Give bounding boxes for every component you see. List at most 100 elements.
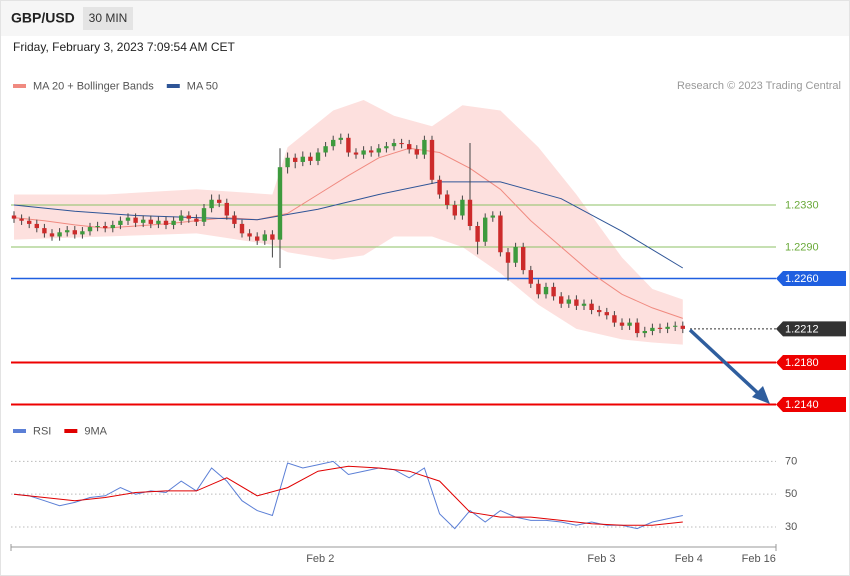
candle-body xyxy=(559,296,564,304)
candle-body xyxy=(186,215,191,219)
candle-body xyxy=(308,156,313,161)
candle-body xyxy=(103,226,108,229)
candle-body xyxy=(315,152,321,161)
candle-body xyxy=(536,283,541,295)
candle-body xyxy=(34,223,39,229)
candle-body xyxy=(437,179,442,195)
price-label: 1.2330 xyxy=(785,199,819,211)
candle-body xyxy=(483,217,488,242)
candle-body xyxy=(262,234,267,241)
legend-swatch xyxy=(13,429,26,433)
candle-body xyxy=(42,228,47,234)
candle-body xyxy=(27,220,32,224)
interval-badge[interactable] xyxy=(83,7,133,30)
candle-body xyxy=(277,167,283,240)
candle-body xyxy=(171,220,176,225)
candle-body xyxy=(399,143,404,145)
candle-body xyxy=(323,146,328,153)
candle-body xyxy=(429,139,435,180)
legend-label: 9MA xyxy=(84,425,107,437)
price-badge xyxy=(776,271,846,286)
candle-body xyxy=(300,156,305,162)
candle-body xyxy=(293,157,298,162)
header-bar xyxy=(1,1,849,36)
candle-body xyxy=(445,194,450,205)
price-label: 1.2290 xyxy=(785,241,819,253)
legend-swatch xyxy=(13,84,26,88)
price-label: 1.2260 xyxy=(785,273,819,285)
y-tick-label: 50 xyxy=(785,488,797,500)
candle-body xyxy=(505,252,511,263)
x-tick-label: Feb 16 xyxy=(742,553,776,565)
candle-body xyxy=(209,199,214,209)
candle-body xyxy=(133,217,138,223)
candle-body xyxy=(581,303,587,306)
candle-body xyxy=(498,215,503,253)
candle-body xyxy=(657,327,663,329)
candle-body xyxy=(179,215,184,221)
forecast-arrowhead xyxy=(752,386,770,404)
candle-body xyxy=(673,325,678,327)
candle-body xyxy=(376,148,381,153)
candle-body xyxy=(346,137,351,153)
candle-body xyxy=(110,224,115,229)
candle-body xyxy=(490,215,495,218)
candle-body xyxy=(521,247,526,271)
candle-body xyxy=(270,234,275,240)
moving-average xyxy=(13,147,683,319)
candle-body xyxy=(513,247,518,263)
candle-body xyxy=(87,227,93,232)
candle-body xyxy=(528,270,533,284)
price-label: 1.2180 xyxy=(785,357,819,369)
candle-body xyxy=(407,144,412,150)
candle-body xyxy=(460,199,465,216)
candle-body xyxy=(597,310,602,313)
candle-body xyxy=(338,137,343,140)
candle-body xyxy=(650,327,655,331)
x-tick-label: Feb 2 xyxy=(306,553,334,565)
candle-body xyxy=(384,146,389,149)
candle-body xyxy=(11,215,17,219)
x-tick-label: Feb 4 xyxy=(675,553,703,565)
price-label: 1.2140 xyxy=(785,399,819,411)
candle-body xyxy=(369,150,374,153)
legend-swatch xyxy=(64,429,78,433)
candle-body xyxy=(285,157,290,168)
candle-body xyxy=(665,326,670,329)
candle-body xyxy=(156,220,161,224)
candle-body xyxy=(589,303,594,310)
candle-body xyxy=(125,217,131,221)
candle-body xyxy=(619,322,625,326)
legend-label: RSI xyxy=(33,425,51,437)
candle-body xyxy=(232,215,237,224)
candle-body xyxy=(224,202,229,216)
rsi-line xyxy=(13,460,683,530)
candle-body xyxy=(148,219,153,224)
price-badge xyxy=(776,397,846,412)
candle-body xyxy=(627,322,632,326)
candle-body xyxy=(19,218,24,221)
x-tick-label: Feb 3 xyxy=(587,553,615,565)
bollinger-band xyxy=(14,100,683,345)
candle-body xyxy=(551,286,556,297)
candle-body xyxy=(612,315,617,323)
candle-body xyxy=(642,331,647,334)
price-label: 1.2212 xyxy=(785,323,819,335)
candle-body xyxy=(467,199,473,226)
candle-body xyxy=(95,226,100,228)
candle-body xyxy=(414,149,419,155)
candle-body xyxy=(239,223,245,234)
plot: 1.2330 1.2290 1.2260 1.2212 1.2180 1.2140 70 50… xyxy=(11,100,846,565)
rsi-line xyxy=(13,465,683,526)
candle-body xyxy=(72,230,77,235)
candle-body xyxy=(194,218,199,222)
candle-body xyxy=(65,230,70,233)
candle-body xyxy=(475,226,480,242)
candle-body xyxy=(353,152,359,155)
candle-body xyxy=(331,139,336,147)
interval[interactable]: 30 MIN xyxy=(89,11,128,25)
candle-body xyxy=(543,286,549,295)
candle-body xyxy=(118,220,123,225)
candle-body xyxy=(217,199,222,203)
